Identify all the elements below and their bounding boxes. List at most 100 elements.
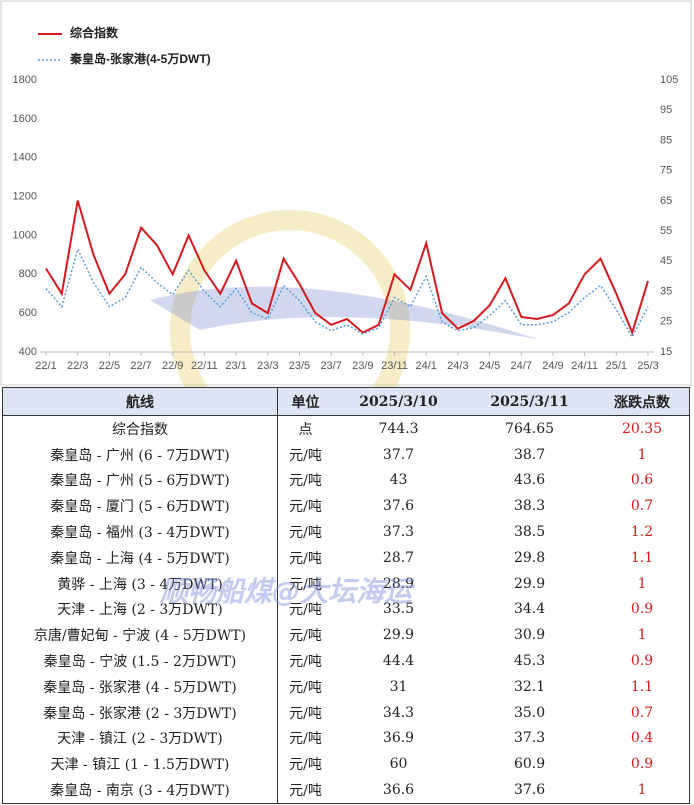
table-row: 秦皇岛 - 宁波 (1.5 - 2万DWT) 元/吨 44.4 45.3 0.9 (2, 648, 690, 674)
table-cell: 元/吨 (289, 550, 322, 567)
y2-tick-label: 35 (660, 285, 672, 297)
x-tick-label: 24/5 (479, 360, 500, 372)
table-cell: 天津 - 镇江 (1 - 1.5万DWT) (2, 751, 278, 778)
table-cell: 元/吨 (289, 783, 322, 800)
table-row: 秦皇岛 - 南京 (3 - 4万DWT) 元/吨 36.6 37.6 1 (2, 777, 690, 804)
table-cell: 元/吨 (289, 679, 322, 696)
x-tick-label: 22/11 (191, 360, 218, 372)
table-cell: 秦皇岛 - 福州 (3 - 4万DWT) (2, 519, 278, 545)
table-cell: 1 (637, 782, 647, 799)
table-cell: 1.1 (630, 678, 654, 695)
table-cell: 43 (389, 472, 408, 489)
table-cell: 天津 - 镇江 (2 - 3万DWT) (2, 725, 278, 752)
table-cell: 元/吨 (289, 447, 322, 464)
x-tick-label: 25/3 (637, 360, 658, 372)
x-tick-label: 22/9 (162, 360, 183, 372)
header-cell: 2025/3/10 (333, 387, 465, 416)
chart-frame (0, 0, 692, 386)
table-cell: 0.4 (630, 730, 654, 747)
table-cell: 元/吨 (289, 473, 322, 490)
table-cell: 天津 - 上海 (2 - 3万DWT) (2, 596, 278, 623)
table-cell: 0.9 (630, 653, 654, 670)
table-cell: 33.5 (382, 601, 415, 618)
y-tick-label: 1200 (13, 190, 37, 202)
table-cell: 35.0 (513, 704, 546, 721)
table-cell: 元/吨 (289, 525, 322, 542)
table-cell: 1 (637, 575, 647, 592)
table-row: 秦皇岛 - 张家港 (2 - 3万DWT) 元/吨 34.3 35.0 0.7 (2, 699, 690, 726)
table-cell: 37.3 (382, 524, 415, 541)
y2-tick-label: 105 (660, 74, 678, 86)
table-cell: 0.9 (630, 756, 654, 773)
table-cell: 30.9 (513, 627, 546, 644)
table-cell: 37.6 (513, 782, 546, 799)
header-cell: 单位 (277, 387, 333, 416)
y-tick-label: 1600 (13, 113, 37, 125)
y-tick-label: 800 (19, 268, 37, 280)
table-cell: 29.9 (382, 627, 415, 644)
table-cell: 34.3 (382, 704, 415, 721)
header-cell: 航线 (2, 387, 278, 416)
table-cell: 秦皇岛 - 厦门 (5 - 6万DWT) (2, 493, 278, 520)
legend-label: 综合指数 (70, 25, 119, 40)
table-cell: 34.4 (513, 601, 546, 618)
x-tick-label: 23/7 (320, 360, 341, 372)
table-cell: 44.4 (382, 653, 415, 670)
table-cell: 29.8 (513, 549, 546, 566)
y2-tick-label: 85 (660, 134, 672, 146)
table-cell: 秦皇岛 - 张家港 (2 - 3万DWT) (2, 699, 278, 726)
table-cell: 764.65 (505, 420, 555, 437)
freight-table: 航线 单位 2025/3/10 2025/3/11 涨跌点数 综合指数 点 744.3 764.… (2, 387, 690, 804)
y2-tick-label: 45 (660, 255, 672, 267)
x-tick-label: 22/5 (99, 360, 120, 372)
table-cell: 1.1 (630, 549, 654, 566)
table-cell: 37.6 (382, 498, 415, 515)
x-tick-label: 23/1 (225, 360, 246, 372)
table-cell: 元/吨 (289, 731, 322, 748)
y-tick-label: 1800 (13, 74, 37, 86)
table-cell: 京唐/曹妃甸 - 宁波 (4 - 5万DWT) (2, 622, 278, 649)
table-cell: 38.7 (513, 446, 546, 463)
watermark: 顺畅船煤@大坛海运 (160, 575, 413, 608)
table-cell: 元/吨 (289, 499, 322, 516)
table-cell: 0.6 (630, 472, 654, 489)
series-line (45, 200, 649, 336)
table-cell: 28.9 (382, 575, 415, 592)
table-cell: 元/吨 (289, 602, 322, 619)
table-cell: 1 (637, 446, 647, 463)
y2-tick-label: 65 (660, 195, 672, 207)
table-cell: 1.2 (630, 524, 654, 541)
table-cell: 0.7 (630, 704, 654, 721)
table-row: 黄骅 - 上海 (3 - 4万DWT) 元/吨 28.9 29.9 1 (2, 570, 690, 597)
table-cell: 43.6 (513, 472, 546, 489)
table-cell: 1 (637, 627, 647, 644)
x-tick-label: 23/3 (257, 360, 278, 372)
x-tick-label: 24/7 (511, 360, 532, 372)
table-cell: 元/吨 (289, 757, 322, 774)
table-cell: 秦皇岛 - 宁波 (1.5 - 2万DWT) (2, 648, 278, 674)
table-cell: 28.7 (382, 549, 415, 566)
table-cell: 元/吨 (289, 705, 322, 722)
table-cell: 744.3 (378, 420, 419, 437)
table-cell: 29.9 (513, 575, 546, 592)
logo-ring (170, 210, 410, 387)
y2-tick-label: 15 (660, 346, 672, 358)
table-row: 天津 - 上海 (2 - 3万DWT) 元/吨 33.5 34.4 0.9 (2, 596, 690, 623)
table-cell: 31 (389, 678, 408, 695)
x-tick-label: 24/11 (571, 360, 598, 372)
table-cell: 37.3 (513, 730, 546, 747)
x-tick-label: 24/3 (447, 360, 468, 372)
header-cell: 涨跌点数 (595, 387, 690, 416)
table-cell: 0.9 (630, 601, 654, 618)
table-row: 航线 单位 2025/3/10 2025/3/11 涨跌点数 (2, 387, 690, 416)
y2-tick-label: 75 (660, 165, 672, 177)
y-tick-label: 400 (19, 346, 37, 358)
table-cell: 32.1 (513, 678, 546, 695)
table-row: 天津 - 镇江 (1 - 1.5万DWT) 元/吨 60 60.9 0.9 (2, 751, 690, 778)
x-tick-label: 23/9 (352, 360, 373, 372)
table-row: 秦皇岛 - 广州 (6 - 7万DWT) 元/吨 37.7 38.7 1 (2, 441, 690, 468)
table-row: 秦皇岛 - 张家港 (4 - 5万DWT) 元/吨 31 32.1 1.1 (2, 673, 690, 700)
table-cell: 综合指数 (2, 415, 278, 442)
y2-tick-label: 25 (660, 316, 672, 328)
table-cell: 60 (389, 756, 408, 773)
